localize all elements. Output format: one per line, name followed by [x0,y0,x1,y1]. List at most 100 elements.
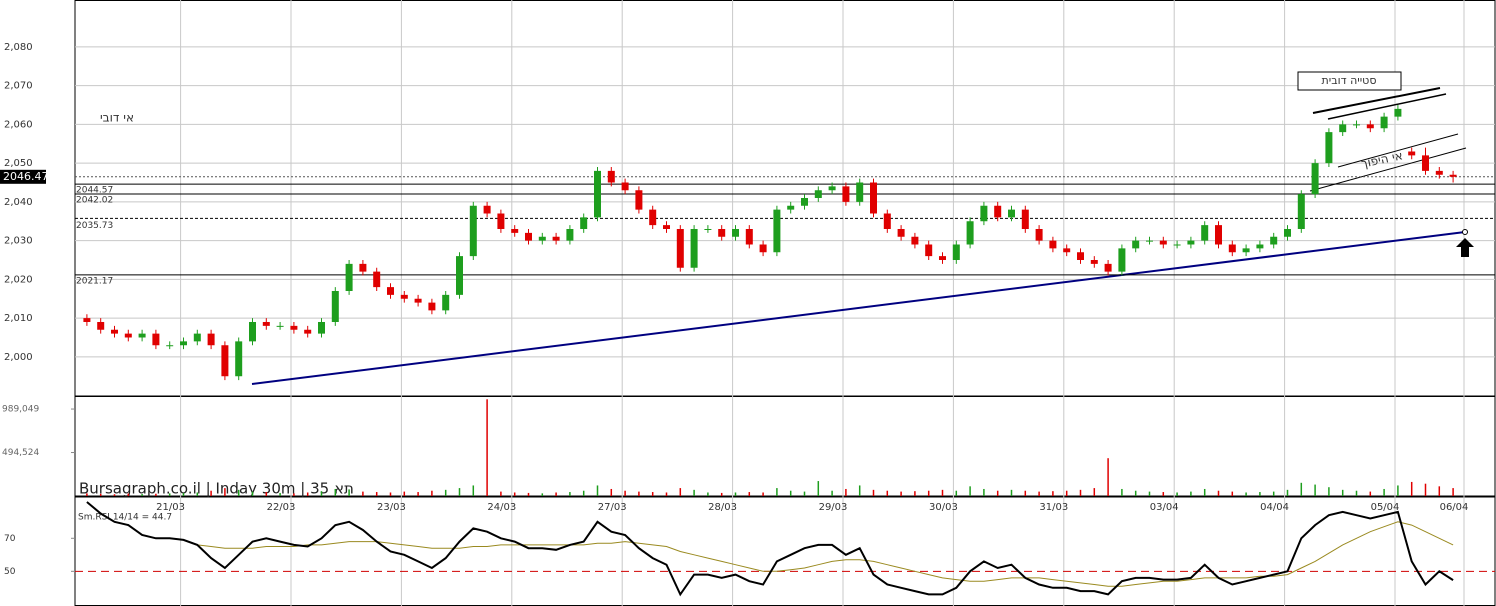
volume-bar [720,492,723,496]
candle-body [1242,248,1250,253]
x-tick-label: 24/03 [487,502,516,513]
candle-body [607,170,615,183]
candle-body [759,244,767,253]
candle-body [235,341,243,377]
channel-line [1327,93,1447,120]
volume-bar [1134,490,1137,496]
candle-body [1380,116,1388,129]
candle-body [373,271,381,288]
candle-body [345,263,353,291]
candle-body [456,256,463,295]
volume-bar [196,492,199,496]
candle-body [1284,228,1291,237]
candle-body [925,244,933,257]
candle-body [635,190,643,210]
volume-tick-label: 494,524 [2,448,39,458]
candle-body [1035,228,1043,241]
candle-body [1408,151,1416,156]
candle-body [980,205,988,222]
candle-body [1366,124,1374,129]
channel-line [1337,133,1459,168]
arrow [1456,238,1474,257]
candle-body [1132,240,1140,249]
volume-bar [1272,491,1275,496]
volume-bar [1300,482,1303,496]
candle-body [939,256,946,260]
volume-bar [996,490,999,496]
candle-body [221,345,229,377]
channel-line [1312,87,1441,114]
candle-body [1394,108,1402,117]
volume-bar [582,490,585,496]
candle-body [1339,124,1347,133]
volume-bar [1328,487,1330,496]
x-tick-label: 04/04 [1260,502,1289,513]
x-tick-label: 30/03 [929,502,958,513]
volume-bar [306,492,309,496]
trend-handle [1462,229,1468,235]
volume-bar [831,490,833,496]
volume-bar [1052,491,1054,496]
y-tick-label: 2,010 [4,313,33,324]
candle-body [856,182,864,202]
volume-bar [1341,489,1344,496]
candle-body [290,325,298,330]
x-tick-label: 03/04 [1150,502,1179,513]
y-tick-label: 2,040 [4,197,33,208]
volume-bar [872,489,875,496]
candle-body [359,263,367,272]
volume-bar [527,492,530,496]
volume-bar [651,492,654,496]
volume-bar [927,490,930,496]
candle-body [152,333,160,346]
candle-body [318,321,325,334]
volume-bar [789,490,792,496]
candle-body [276,325,284,327]
volume-bar [1397,485,1399,496]
volume-bar [610,488,613,496]
candle-body [966,221,974,245]
volume-bar [969,486,971,496]
candle-body [193,333,201,342]
volume-bar [1355,490,1358,496]
y-tick-label: 2,070 [4,81,33,92]
volume-bar [1148,491,1151,496]
y-tick-label: 2,030 [4,236,33,247]
volume-bar [1079,489,1082,496]
y-tick-label: 2,080 [4,42,33,53]
volume-bar [1038,491,1040,496]
volume-bar [500,491,502,496]
indicator-label: Sm.RSI 14/14 = 44.7 [78,513,172,523]
candle-body [180,341,187,346]
candle-body [1077,252,1084,260]
pane-frame [74,496,1496,606]
volume-bar [403,491,406,496]
volume-bar [734,492,737,496]
volume-bar [513,492,516,496]
volume-bar [113,494,116,496]
volume-bar [762,492,764,496]
candle-body [1090,259,1098,264]
volume-bar [486,399,488,496]
volume-bar [624,490,626,496]
volume-bar [900,491,902,496]
candle-body [773,209,781,253]
volume-bar [293,493,295,496]
volume-bar [375,492,378,496]
volume-bar [1162,492,1165,496]
candle-body [745,228,753,245]
candle-body [497,213,505,229]
volume-bar [1093,488,1096,496]
candle-body [787,205,795,210]
volume-bar [127,493,130,496]
volume-bar [444,489,447,496]
candle-body [1270,236,1278,245]
candle-body [442,294,450,311]
volume-bar [1231,491,1234,496]
background [74,0,1496,606]
level-label: 2021.17 [76,276,113,286]
volume-bar [1383,488,1385,496]
candle-body [249,321,256,342]
